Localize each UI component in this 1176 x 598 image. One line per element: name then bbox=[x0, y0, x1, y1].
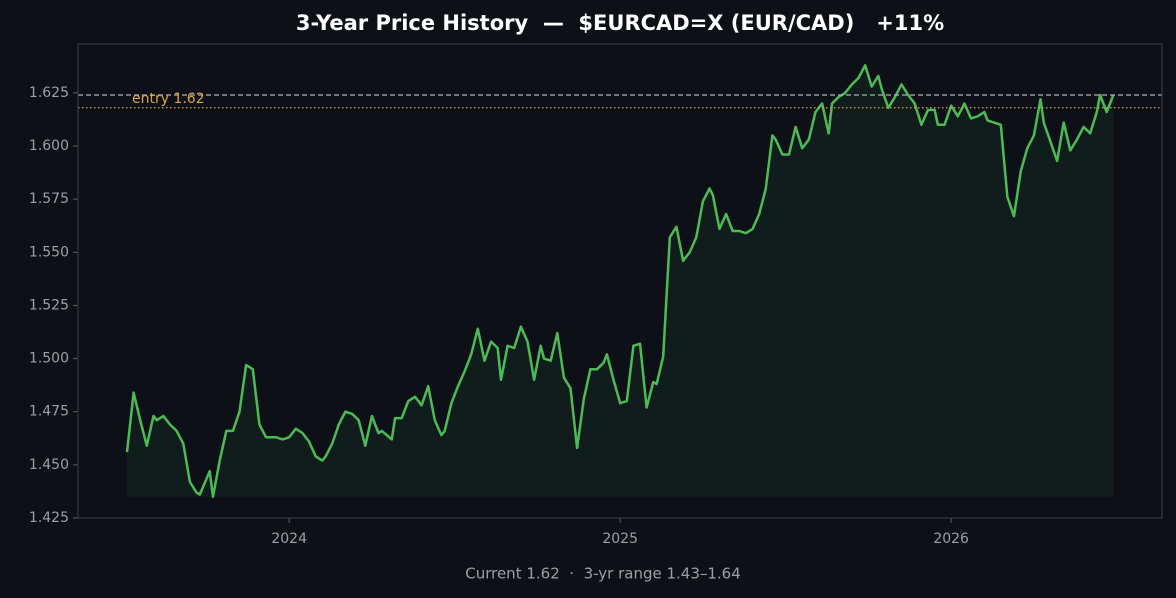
y-tick-label: 1.500 bbox=[29, 351, 69, 367]
plot-frame bbox=[77, 43, 1163, 519]
y-tick-label: 1.550 bbox=[29, 244, 69, 260]
line bbox=[125, 64, 1115, 498]
y-tick-label: 1.600 bbox=[29, 138, 69, 154]
chart-title: 3-Year Price History — $EURCAD=X (EUR/CA… bbox=[296, 11, 944, 35]
x-tick-label: 2026 bbox=[933, 531, 969, 547]
y-tick-label: 1.475 bbox=[29, 404, 69, 420]
y-tick-label: 1.450 bbox=[29, 457, 69, 473]
x-tick-label: 2025 bbox=[602, 531, 638, 547]
y-tick-label: 1.525 bbox=[29, 297, 69, 313]
entry-label: entry 1.62 bbox=[132, 91, 205, 107]
chart-subtitle: Current 1.62 · 3-yr range 1.43–1.64 bbox=[465, 565, 741, 583]
y-tick-label: 1.425 bbox=[29, 510, 69, 526]
area bbox=[127, 65, 1114, 497]
y-tick-label: 1.625 bbox=[29, 85, 69, 101]
x-tick-label: 2024 bbox=[271, 531, 307, 547]
y-tick-label: 1.575 bbox=[29, 191, 69, 207]
